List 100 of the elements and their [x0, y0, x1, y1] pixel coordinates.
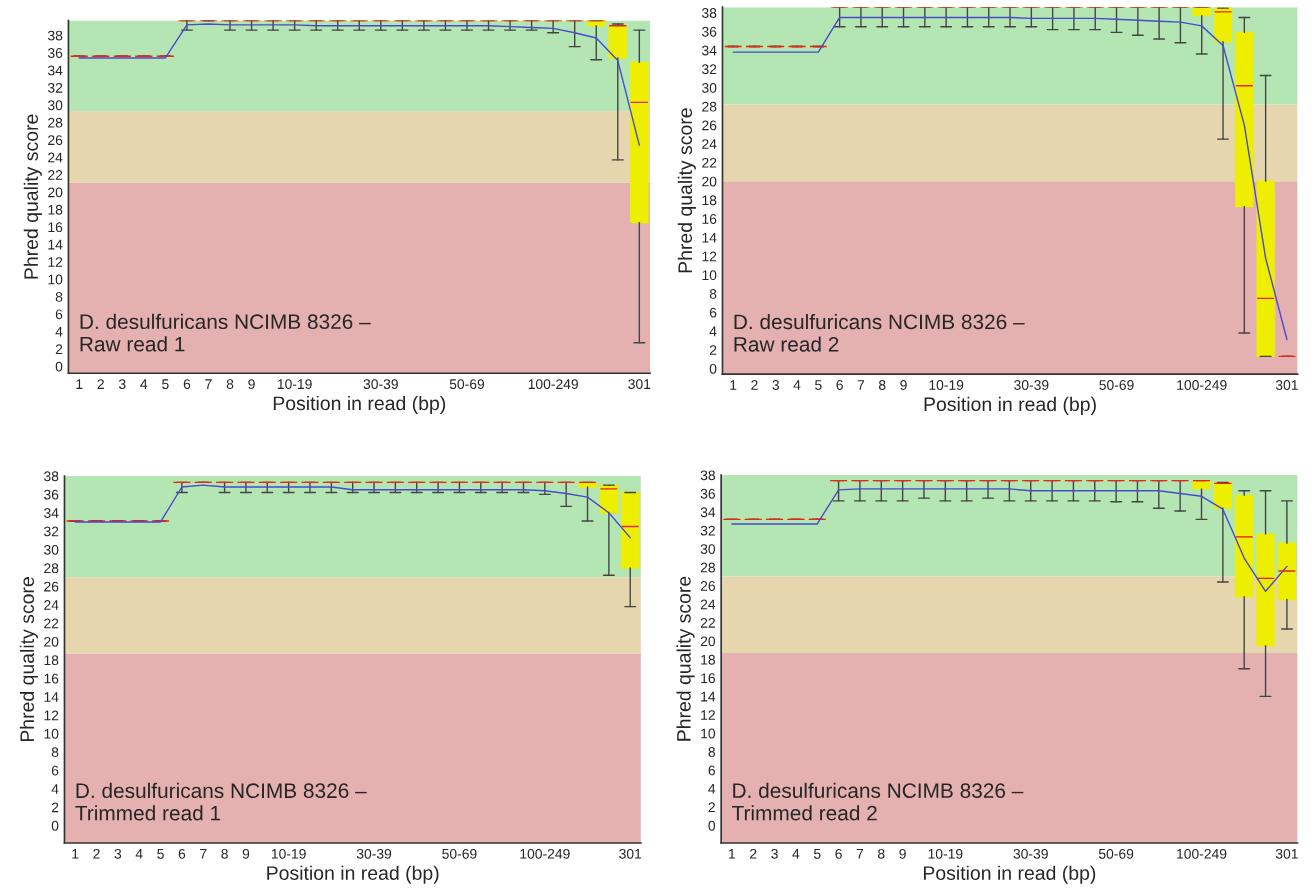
x-tick-label: 9 — [899, 848, 906, 859]
x-tick-label: 2 — [93, 848, 100, 859]
x-axis-title: Position in read (bp) — [267, 865, 439, 884]
y-tick-label: 34 — [47, 65, 63, 76]
y-tick-label: 10 — [44, 728, 59, 739]
x-tick-label: 4 — [793, 380, 801, 390]
x-tick-label: 9 — [242, 848, 250, 859]
annotation: D. desulfuricans NCIMB 8326 – Trimmed read 1 — [75, 782, 367, 821]
y-axis-title: Phred quality score — [677, 108, 696, 273]
y-tick-label: 28 — [700, 562, 716, 573]
x-tick-label: 3 — [772, 380, 779, 390]
x-tick-label: 301 — [628, 379, 651, 390]
y-axis-title: Phred quality score — [676, 576, 695, 741]
y-tick-label: 32 — [700, 525, 715, 536]
y-tick-label: 6 — [709, 307, 717, 318]
x-tick-label: 3 — [771, 848, 778, 859]
x-axis-title: Position in read (bp) — [923, 865, 1096, 884]
y-tick-label: 12 — [702, 251, 717, 262]
y-tick-label: 38 — [700, 470, 716, 481]
x-tick-label: 7 — [856, 849, 864, 859]
y-tick-label: 8 — [55, 291, 63, 302]
x-tick-label: 30-39 — [1014, 380, 1049, 390]
x-tick-label: 301 — [1275, 848, 1298, 859]
x-tick-label: 8 — [878, 848, 885, 859]
y-tick-label: 14 — [48, 239, 63, 250]
y-tick-label: 4 — [709, 326, 717, 337]
x-tick-label: 6 — [836, 380, 843, 390]
y-tick-label: 16 — [48, 222, 63, 233]
x-tick-label: 3 — [118, 379, 126, 390]
y-tick-label: 16 — [701, 673, 715, 684]
y-tick-label: 18 — [702, 195, 717, 206]
y-tick-label: 30 — [44, 544, 59, 555]
y-tick-label: 28 — [48, 117, 63, 128]
x-tick-label: 5 — [157, 849, 164, 859]
x-tick-label: 50-69 — [442, 848, 477, 859]
x-tick-label: 10-19 — [929, 380, 964, 390]
y-tick-label: 38 — [702, 8, 717, 18]
y-tick-label: 18 — [48, 204, 63, 215]
x-tick-label: 301 — [619, 848, 642, 859]
x-tick-label: 10-19 — [928, 848, 963, 859]
y-tick-label: 4 — [708, 784, 716, 794]
y-tick-label: 20 — [44, 636, 59, 647]
y-tick-label: 34 — [702, 45, 717, 56]
y-tick-label: 2 — [708, 802, 715, 813]
y-tick-label: 12 — [701, 710, 715, 720]
y-tick-label: 8 — [51, 747, 59, 758]
x-tick-label: 6 — [183, 379, 191, 390]
x-tick-label: 1 — [730, 380, 737, 390]
x-tick-label: 4 — [792, 849, 800, 859]
y-tick-label: 28 — [702, 101, 717, 112]
x-tick-label: 5 — [813, 849, 821, 859]
y-tick-label: 0 — [709, 363, 717, 374]
y-tick-label: 36 — [702, 26, 717, 37]
x-tick-label: 3 — [114, 848, 122, 859]
y-tick-label: 38 — [47, 30, 63, 41]
x-tick-label: 2 — [751, 380, 758, 390]
y-tick-label: 2 — [55, 344, 63, 354]
y-tick-label: 32 — [44, 526, 59, 537]
y-tick-label: 18 — [44, 655, 59, 666]
y-tick-label: 18 — [701, 654, 716, 665]
x-tick-label: 8 — [878, 380, 886, 390]
y-tick-label: 30 — [47, 100, 63, 111]
y-tick-label: 6 — [55, 309, 63, 320]
x-tick-label: 7 — [857, 380, 865, 390]
y-tick-label: 8 — [708, 747, 716, 757]
y-tick-label: 20 — [700, 636, 716, 647]
y-tick-label: 36 — [44, 489, 59, 500]
x-tick-label: 10-19 — [271, 848, 306, 859]
y-tick-label: 28 — [44, 563, 59, 574]
y-tick-label: 34 — [700, 507, 716, 518]
y-tick-label: 4 — [55, 326, 63, 337]
x-tick-label: 2 — [750, 848, 757, 859]
y-tick-label: 26 — [48, 135, 63, 146]
y-tick-label: 32 — [47, 82, 63, 93]
x-tick-label: 4 — [140, 379, 148, 389]
annotation: D. desulfuricans NCIMB 8326 – Trimmed read 2 — [732, 782, 1024, 821]
y-tick-label: 0 — [55, 361, 63, 372]
y-tick-label: 12 — [44, 710, 59, 721]
y-tick-label: 20 — [48, 187, 63, 198]
y-tick-label: 24 — [700, 599, 716, 610]
x-tick-label: 1 — [76, 379, 83, 389]
x-tick-label: 100-249 — [1177, 848, 1227, 859]
y-tick-label: 0 — [51, 820, 59, 831]
y-tick-label: 16 — [44, 673, 59, 684]
x-tick-label: 2 — [97, 379, 104, 389]
y-tick-label: 2 — [709, 345, 717, 355]
y-tick-label: 26 — [44, 581, 59, 592]
y-tick-label: 24 — [44, 600, 59, 610]
y-tick-label: 30 — [700, 544, 716, 555]
y-tick-label: 22 — [48, 170, 63, 180]
x-tick-label: 5 — [162, 379, 169, 390]
y-tick-label: 10 — [48, 274, 63, 285]
y-tick-label: 22 — [702, 157, 717, 168]
y-tick-label: 2 — [51, 802, 59, 813]
y-tick-label: 14 — [44, 692, 59, 702]
x-tick-label: 6 — [835, 848, 842, 859]
y-tick-label: 14 — [702, 232, 717, 243]
x-tick-label: 6 — [178, 848, 186, 859]
x-tick-label: 30-39 — [356, 848, 392, 859]
x-tick-label: 1 — [729, 849, 736, 859]
